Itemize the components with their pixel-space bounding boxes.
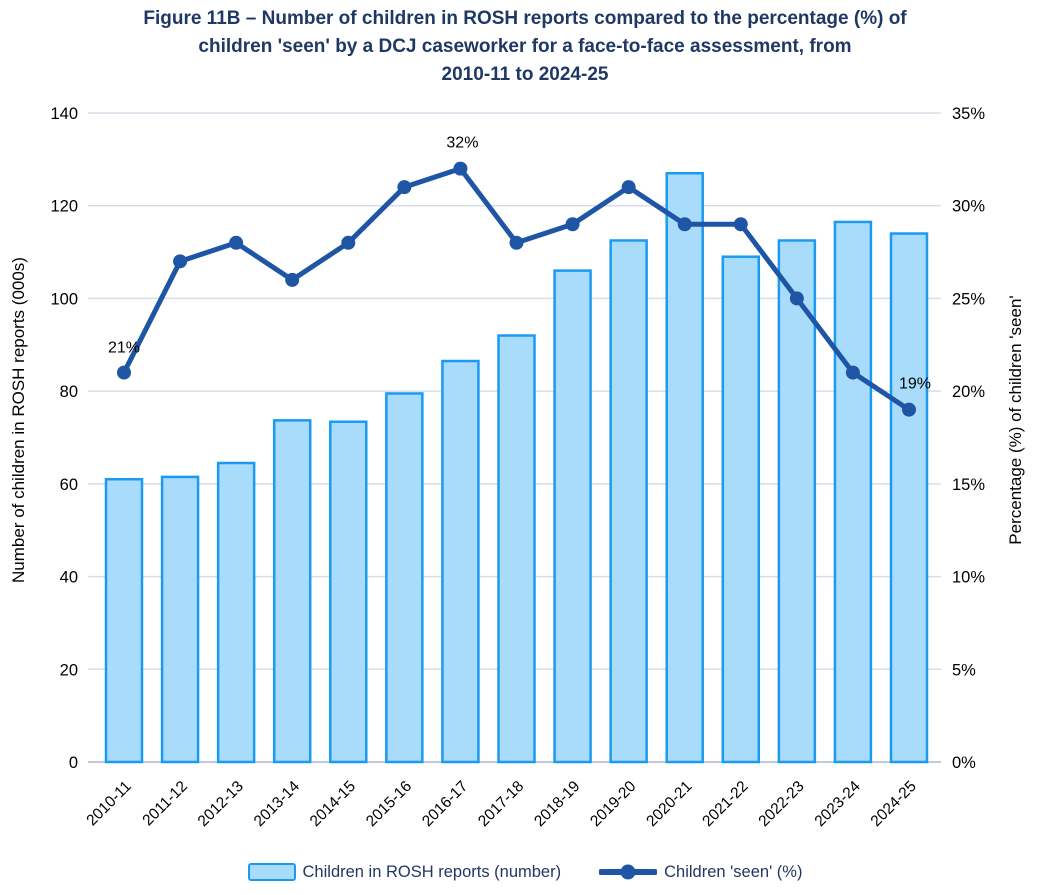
- bar-2016-17: [441, 359, 480, 764]
- x-axis-label-2015-16: 2015-16: [363, 778, 415, 830]
- seen-point-2024-25: [902, 402, 916, 417]
- bar-2024-25: [889, 232, 929, 764]
- legend: Children in ROSH reports (number) Childr…: [0, 850, 1050, 894]
- left-axis-tick-80: 80: [60, 383, 78, 401]
- bar-2023-24: [833, 220, 873, 764]
- bar-2020-21: [665, 172, 704, 764]
- right-axis-tick-10%: 10%: [952, 569, 985, 587]
- legend-item-line: Children 'seen' (%): [599, 863, 802, 882]
- seen-point-2021-22: [733, 217, 748, 232]
- line-swatch-marker: [620, 864, 636, 880]
- bar-2021-22: [721, 255, 761, 764]
- legend-label-line: Children 'seen' (%): [664, 862, 803, 881]
- bar-2013-14: [272, 419, 312, 764]
- x-axis-label-2010-11: 2010-11: [83, 778, 134, 829]
- seen-point-2012-13: [229, 235, 244, 250]
- seen-point-2019-20: [621, 180, 636, 195]
- bar-2014-15: [329, 420, 368, 764]
- seen-point-2014-15: [341, 235, 356, 250]
- seen-point-2015-16: [397, 180, 412, 195]
- bar-2011-12: [160, 475, 200, 764]
- left-axis-tick-60: 60: [60, 476, 78, 494]
- bar-2015-16: [385, 392, 424, 764]
- right-axis-tick-35%: 35%: [952, 105, 985, 123]
- seen-point-2010-11: [117, 365, 131, 380]
- data-label-2010-11: 21%: [108, 340, 140, 357]
- seen-point-2013-14: [285, 272, 300, 287]
- x-axis-label-2011-12: 2011-12: [139, 778, 190, 829]
- x-axis-label-2023-24: 2023-24: [812, 778, 865, 831]
- x-axis-label-2018-19: 2018-19: [531, 778, 583, 830]
- left-axis-tick-20: 20: [60, 661, 78, 679]
- seen-point-2016-17: [453, 161, 468, 176]
- left-axis-tick-0: 0: [69, 754, 78, 772]
- left-axis-title: Number of children in ROSH reports (000s…: [9, 257, 28, 583]
- right-axis-tick-5%: 5%: [952, 661, 976, 679]
- seen-point-2020-21: [677, 217, 692, 232]
- combo-chart: 0 0% 20 5% 40 10% 60 15% 80 20% 100 25% 120 30% 140 35%…: [9, 105, 1025, 831]
- right-axis-tick-20%: 20%: [952, 383, 985, 401]
- x-axis-label-2017-18: 2017-18: [475, 778, 527, 830]
- bar-2022-23: [777, 239, 817, 764]
- seen-point-2017-18: [509, 235, 524, 250]
- right-axis-tick-0%: 0%: [952, 754, 976, 772]
- legend-item-bars: Children in ROSH reports (number): [247, 862, 562, 882]
- data-label-2024-25: 19%: [899, 376, 931, 393]
- chart-title-line-1: Figure 11B – Number of children in ROSH …: [143, 8, 907, 29]
- x-axis-label-2013-14: 2013-14: [251, 778, 304, 831]
- seen-point-2011-12: [173, 254, 188, 269]
- x-axis-label-2016-17: 2016-17: [419, 778, 471, 830]
- x-axis-label-2022-23: 2022-23: [755, 778, 807, 830]
- right-axis-tick-15%: 15%: [952, 476, 985, 494]
- seen-point-2022-23: [789, 291, 804, 306]
- bar-2018-19: [553, 269, 592, 764]
- x-axis-label-2024-25: 2024-25: [868, 778, 920, 830]
- left-axis-tick-40: 40: [60, 569, 78, 587]
- left-axis-tick-120: 120: [50, 198, 78, 216]
- x-axis-label-2012-13: 2012-13: [195, 778, 247, 830]
- x-axis-label-2021-22: 2021-22: [699, 778, 751, 830]
- legend-label-bars: Children in ROSH reports (number): [302, 862, 562, 881]
- x-axis-label-2014-15: 2014-15: [307, 778, 359, 830]
- left-axis-tick-140: 140: [50, 105, 78, 123]
- line-series-swatch-icon: [599, 864, 658, 880]
- x-axis-label-2020-21: 2020-21: [643, 778, 695, 830]
- bar-series-swatch-icon: [247, 863, 296, 881]
- seen-point-2023-24: [845, 365, 860, 380]
- right-axis-tick-30%: 30%: [952, 198, 985, 216]
- bar-2010-11: [104, 477, 144, 764]
- seen-point-2018-19: [565, 217, 580, 232]
- data-label-2016-17: 32%: [446, 135, 478, 152]
- bar-2017-18: [497, 334, 536, 764]
- chart-title-line-2: children 'seen' by a DCJ caseworker for …: [198, 36, 852, 57]
- right-axis-title: Percentage (%) of children 'seen': [1006, 295, 1025, 544]
- left-axis-tick-100: 100: [50, 290, 78, 308]
- bar-2019-20: [609, 239, 648, 764]
- bar-2012-13: [216, 461, 256, 764]
- right-axis-tick-25%: 25%: [952, 290, 985, 308]
- chart-title: Figure 11B – Number of children in ROSH …: [0, 0, 1050, 90]
- x-axis-label-2019-20: 2019-20: [587, 778, 640, 831]
- chart-title-line-3: 2010-11 to 2024-25: [441, 64, 609, 85]
